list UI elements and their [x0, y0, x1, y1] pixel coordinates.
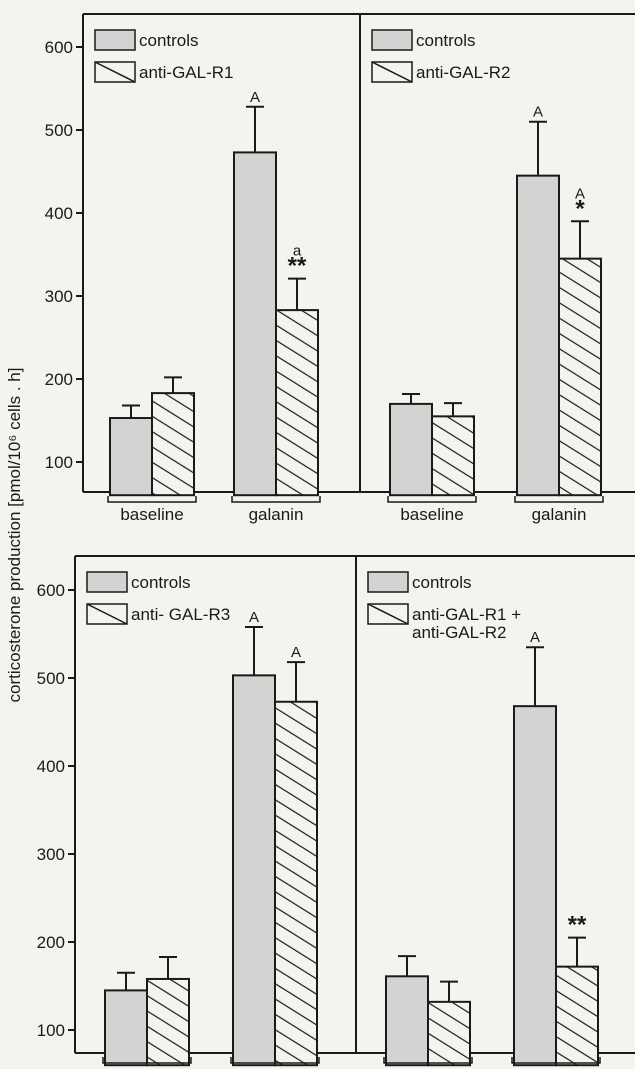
- legend-label: anti-GAL-R2: [412, 623, 506, 642]
- y-tick-label: 300: [45, 287, 73, 306]
- category-bracket: [102, 1057, 192, 1064]
- significance-label: **: [568, 912, 587, 939]
- legend-label: controls: [412, 573, 472, 592]
- bar: [558, 257, 602, 497]
- significance-label: A: [530, 629, 540, 646]
- category-label: baseline: [400, 505, 463, 524]
- legend-swatch-hatch: [86, 603, 128, 625]
- y-tick-label: 600: [37, 581, 65, 600]
- bar: [151, 392, 195, 497]
- bar: [104, 989, 148, 1067]
- chart-panel-4: A ** baseline galanin controls anti-GAL-R1 +a…: [355, 555, 635, 1069]
- legend-swatch-controls: [94, 29, 136, 51]
- significance-label: a: [293, 243, 302, 260]
- bar: [516, 174, 560, 497]
- legend-swatch-hatch: [371, 61, 413, 83]
- category-label: baseline: [120, 505, 183, 524]
- legend-label: anti-GAL-R1 +: [412, 605, 521, 624]
- bar: [274, 700, 318, 1067]
- category-label: galanin: [249, 505, 304, 524]
- legend-label: controls: [139, 31, 199, 50]
- legend-swatch-hatch: [367, 603, 409, 625]
- legend-label: anti- GAL-R3: [131, 605, 230, 624]
- category-bracket: [514, 496, 604, 503]
- y-tick-label: 500: [45, 121, 73, 140]
- legend-label: anti-GAL-R1: [139, 63, 233, 82]
- y-tick-label: 200: [37, 933, 65, 952]
- bar: [389, 402, 433, 497]
- y-tick-label: 400: [37, 757, 65, 776]
- significance-label: A: [575, 185, 585, 202]
- bar: [275, 309, 319, 497]
- legend-swatch-controls: [367, 571, 409, 593]
- legend-swatch-controls: [86, 571, 128, 593]
- y-tick-label: 400: [45, 204, 73, 223]
- bar: [109, 417, 153, 497]
- bar: [513, 705, 557, 1067]
- bar: [555, 965, 599, 1067]
- chart-panel-1: 100 200 300 400 500 600 A **a baseline galanin con…: [45, 13, 360, 524]
- y-tick-label: 100: [45, 453, 73, 472]
- category-label: galanin: [532, 505, 587, 524]
- bar: [233, 151, 277, 497]
- legend-swatch-controls: [371, 29, 413, 51]
- legend-swatch-hatch: [94, 61, 136, 83]
- bar: [385, 975, 429, 1067]
- category-label: baseline: [115, 1066, 178, 1069]
- legend-label: controls: [131, 573, 191, 592]
- significance-label: *: [575, 195, 585, 222]
- y-tick-label: 300: [37, 845, 65, 864]
- significance-label: A: [249, 609, 259, 626]
- y-tick-label: 200: [45, 370, 73, 389]
- category-bracket: [387, 496, 477, 503]
- category-label: galanin: [248, 1066, 303, 1069]
- bar: [146, 977, 190, 1067]
- significance-label: A: [533, 104, 543, 121]
- legend-label: controls: [416, 31, 476, 50]
- y-tick-label: 500: [37, 669, 65, 688]
- significance-label: A: [250, 89, 260, 106]
- category-bracket: [107, 496, 197, 503]
- category-bracket: [230, 1057, 320, 1064]
- y-tick-label: 600: [45, 38, 73, 57]
- category-bracket: [383, 1057, 473, 1064]
- category-label: galanin: [529, 1066, 584, 1069]
- y-tick-label: 100: [37, 1021, 65, 1040]
- significance-label: **: [288, 253, 307, 280]
- legend-label: anti-GAL-R2: [416, 63, 510, 82]
- y-axis-label: corticosterone production [pmol/10⁶ cell…: [5, 368, 24, 703]
- category-bracket: [511, 1057, 601, 1064]
- bar: [431, 415, 475, 497]
- bar: [232, 674, 276, 1067]
- significance-label: A: [291, 644, 301, 661]
- bar: [427, 1000, 471, 1067]
- category-bracket: [231, 496, 321, 503]
- category-label: baseline: [396, 1066, 459, 1069]
